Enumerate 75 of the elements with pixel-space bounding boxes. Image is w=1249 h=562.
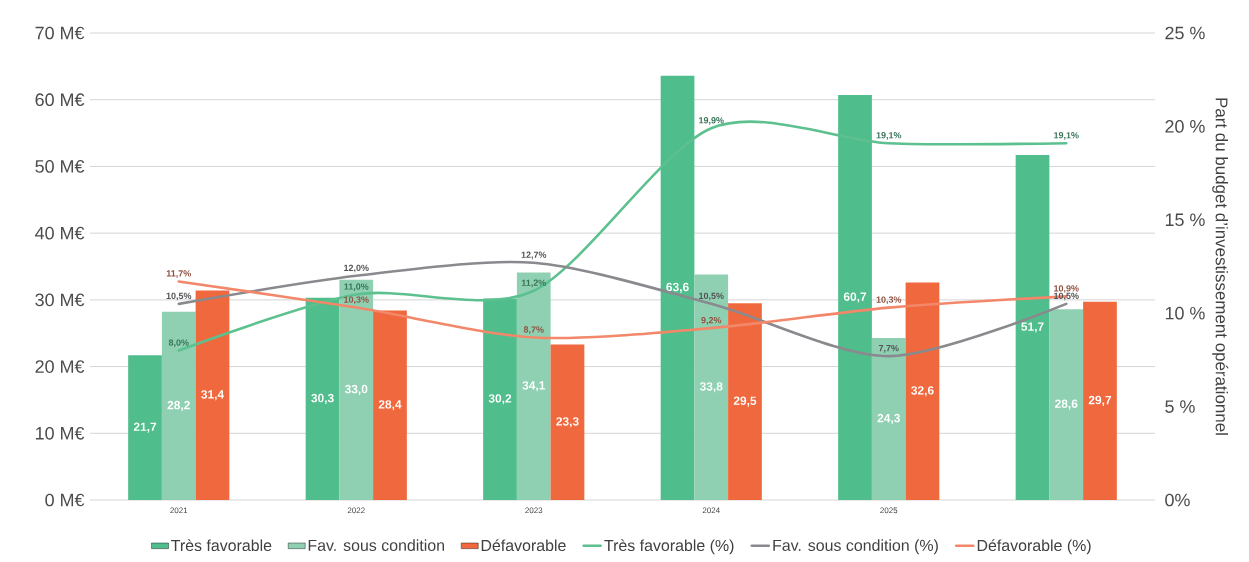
data-label: 34,1: [522, 381, 546, 392]
bar: [483, 298, 517, 500]
y2-tick-label: 20 %: [1165, 120, 1205, 133]
data-label: 10,9%: [1054, 285, 1079, 293]
bar: [128, 355, 162, 500]
y-tick-label: 50 M€: [35, 160, 85, 173]
y-tick-label: 20 M€: [35, 360, 85, 373]
data-label: 11,7%: [166, 270, 191, 278]
bar: [1015, 155, 1050, 500]
y-tick-label: 30 M€: [35, 293, 85, 307]
data-label: 28,4: [378, 400, 402, 411]
bar: [694, 274, 729, 500]
bar: [373, 310, 407, 500]
bar: [838, 95, 872, 500]
data-label: 10,5%: [166, 292, 192, 301]
bar: [339, 279, 374, 500]
data-label: 28,2: [167, 400, 190, 412]
data-label: 8,7%: [523, 326, 544, 334]
data-label: 33,8: [699, 382, 723, 393]
data-label: 10,5%: [1054, 292, 1079, 301]
data-label: 60,7: [843, 292, 867, 303]
bar: [1049, 309, 1084, 500]
data-label: 12,7%: [521, 251, 547, 260]
data-label: 29,5: [733, 396, 757, 407]
bar: [660, 75, 695, 500]
data-label: 9,2%: [701, 316, 722, 325]
data-label: 19,1%: [876, 132, 902, 140]
data-label: 19,9%: [699, 117, 724, 125]
bar: [516, 272, 551, 500]
y-tick-label: 10 M€: [36, 426, 85, 440]
y-tick-label: 60 M€: [35, 93, 85, 107]
legend-label: Très favorable: [171, 539, 272, 552]
data-label: 32,6: [911, 386, 934, 397]
data-label: 30,3: [311, 393, 334, 405]
y2-axis-title: Part du budget d’investissement opérationnel: [1212, 98, 1229, 435]
y-tick-label: 70 M€: [35, 26, 85, 40]
data-label: 23,3: [556, 417, 579, 428]
y-tick-label: 0 M€: [45, 493, 85, 507]
data-label: 10,3%: [344, 296, 369, 305]
data-label: 11,0%: [344, 283, 369, 291]
bar: [905, 282, 940, 500]
y2-tick-label: 10 %: [1165, 306, 1205, 320]
data-label: 30,2: [488, 394, 512, 405]
data-label: 21,7: [133, 422, 157, 433]
legend-label: Fav. sous condition: [308, 539, 444, 552]
data-label: 63,6: [666, 282, 689, 293]
data-label: 33,0: [344, 384, 368, 396]
data-label: 51,7: [1021, 322, 1044, 333]
y2-tick-label: 25 %: [1165, 26, 1205, 40]
data-label: 31,4: [201, 390, 225, 401]
data-label: 24,3: [877, 413, 900, 425]
y2-tick-label: 15 %: [1165, 213, 1205, 227]
bar: [1083, 301, 1117, 500]
data-label: 7,7%: [878, 345, 899, 353]
bar: [728, 303, 762, 500]
bar: [550, 344, 585, 500]
data-label: 19,1%: [1054, 132, 1079, 140]
data-label: 29,7: [1088, 395, 1112, 407]
data-label: 10,3%: [876, 296, 902, 305]
data-label: 11,2%: [521, 279, 546, 288]
data-label: 10,5%: [699, 292, 724, 301]
y2-tick-label: 5 %: [1165, 400, 1195, 413]
bar: [161, 311, 196, 500]
bar: [195, 290, 230, 500]
legend-label: Défavorable: [481, 539, 566, 552]
bar: [871, 337, 906, 500]
legend-label: Très favorable (%): [604, 539, 734, 555]
legend-label: Défavorable (%): [977, 539, 1091, 555]
y-tick-label: 40 M€: [35, 226, 85, 240]
data-label: 28,6: [1055, 399, 1078, 410]
legend-label: Fav. sous condition (%): [773, 539, 938, 555]
y2-tick-label: 0%: [1165, 493, 1190, 507]
data-label: 12,0%: [344, 264, 369, 273]
data-label: 8,0%: [168, 339, 189, 348]
bar: [305, 297, 340, 500]
